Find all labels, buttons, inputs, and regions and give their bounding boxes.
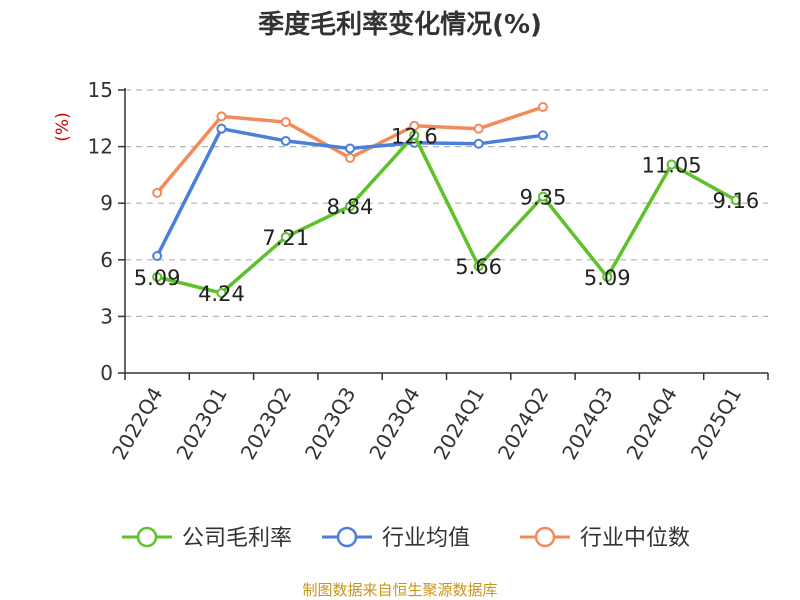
data-point [280, 231, 291, 242]
data-point [537, 191, 548, 202]
legend-item[interactable]: 行业均值 [322, 526, 470, 551]
data-point [666, 159, 677, 170]
data-point [473, 138, 484, 149]
data-label: 5.09 [584, 266, 631, 290]
data-label: 11.05 [641, 154, 701, 178]
series-line [156, 133, 737, 295]
data-point [216, 123, 227, 134]
y-tick-label: 12 [88, 135, 113, 159]
data-label: 4.24 [198, 282, 245, 306]
data-point [409, 120, 420, 131]
source-note: 制图数据来自恒生聚源数据库 [302, 581, 497, 599]
x-tick-label: 2023Q3 [300, 383, 360, 464]
data-point [216, 111, 227, 122]
data-point [345, 143, 356, 154]
data-label: 7.21 [262, 226, 309, 250]
data-point [473, 261, 484, 272]
y-tick-label: 0 [100, 361, 113, 385]
data-point [473, 123, 484, 134]
x-tick-label: 2024Q2 [493, 383, 553, 464]
legend: 公司毛利率 行业均值 行业中位数 [122, 526, 690, 551]
x-tick-label: 2023Q2 [236, 383, 296, 464]
legend-swatch-marker [136, 526, 158, 548]
data-label: 8.84 [327, 195, 374, 219]
data-point [345, 201, 356, 212]
y-tick-label: 6 [100, 248, 113, 272]
data-label: 5.09 [134, 266, 181, 290]
x-tick-label: 2024Q3 [557, 383, 617, 464]
y-tick-label: 3 [100, 304, 113, 328]
legend-swatch-marker [336, 526, 358, 548]
data-point [409, 130, 420, 141]
legend-item[interactable]: 公司毛利率 [122, 526, 292, 551]
data-point [152, 271, 163, 282]
legend-label: 行业均值 [382, 526, 470, 551]
data-point [152, 251, 163, 262]
legend-label: 公司毛利率 [182, 526, 292, 551]
x-tick-label: 2022Q4 [107, 383, 167, 464]
legend-swatch-marker [534, 526, 556, 548]
y-tick-label: 9 [100, 191, 113, 215]
series-lines [152, 101, 741, 299]
data-labels: 5.09 4.24 7.21 8.84 12.6 5.66 9.35 5.09 11.05 9.1… [134, 124, 759, 306]
data-point [537, 130, 548, 141]
x-tick-label: 2024Q4 [621, 383, 681, 464]
data-point [280, 117, 291, 128]
data-point [280, 135, 291, 146]
data-point [345, 152, 356, 163]
data-point [730, 195, 741, 206]
x-tick-label: 2023Q4 [364, 383, 424, 464]
data-label: 9.35 [520, 186, 567, 210]
data-point [152, 187, 163, 198]
x-tick-label: 2023Q1 [171, 383, 231, 464]
data-label: 12.6 [391, 124, 438, 148]
legend-item[interactable]: 行业中位数 [520, 526, 690, 551]
y-axis-unit-label: (%) [53, 112, 73, 141]
data-point [602, 271, 613, 282]
x-tick-label: 2025Q1 [686, 383, 746, 464]
x-tick-label: 2024Q1 [429, 383, 489, 464]
data-label: 5.66 [455, 255, 502, 279]
chart-title: 季度毛利率变化情况(%) [258, 9, 542, 40]
data-point [537, 101, 548, 112]
data-label: 9.16 [712, 189, 759, 213]
legend-label: 行业中位数 [580, 526, 690, 551]
data-point [216, 288, 227, 299]
y-tick-label: 15 [88, 78, 113, 102]
